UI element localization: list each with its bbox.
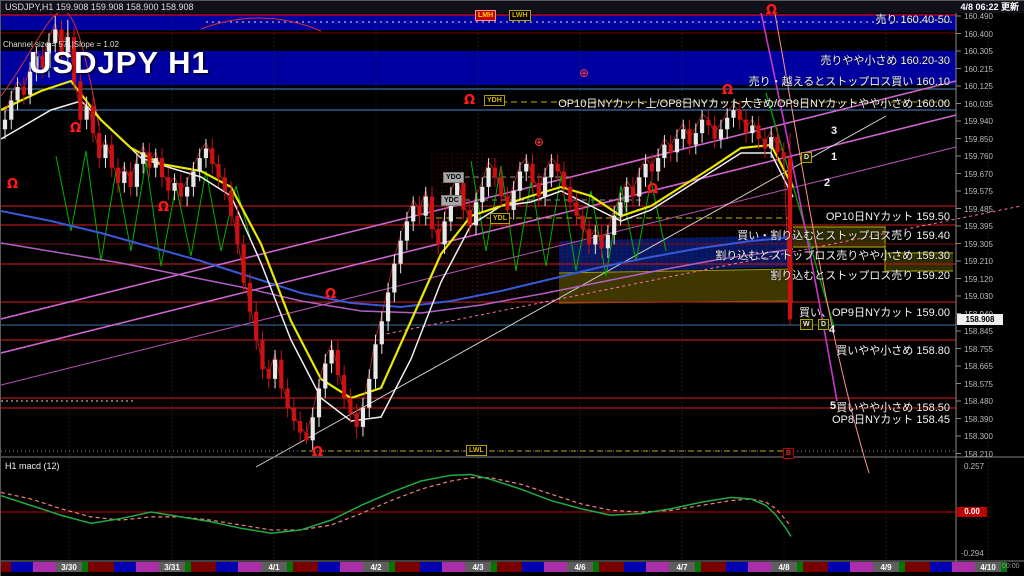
- channel-line-number: 5: [830, 400, 837, 412]
- macd-pane: [1, 450, 1024, 562]
- order-annotation: OP10日NYカット上/OP8日NYカット大きめ/OP9日NYカットやや小さめ …: [558, 98, 950, 110]
- timeline-date-label: 4/9: [880, 563, 892, 572]
- order-annotation: 売りやや小さめ 160.20-30: [820, 55, 950, 67]
- sell-zone-bands: [1, 14, 956, 85]
- order-annotation: 割り込むとストップロス売りやや小さめ 159.30: [715, 250, 950, 262]
- price-axis-label: 160.215: [964, 64, 993, 74]
- order-annotation: 割り込むとストップロス売り 159.20: [770, 270, 950, 282]
- omega-marker-icon: Ω: [158, 200, 170, 215]
- macd-max-value: 0.257: [964, 462, 985, 471]
- channel-info-label: Channel size = 571|Slope = 1.02: [3, 40, 119, 49]
- chart-label-ydl: YDL: [490, 213, 510, 224]
- timeline-date-label: 4/1: [268, 563, 280, 572]
- omega-marker-icon: Ω: [325, 287, 337, 302]
- current-price-box: 158.908: [957, 314, 1003, 325]
- order-annotation: 買いやや小さめ 158.50: [836, 402, 950, 414]
- omega-marker-icon: Ω: [766, 3, 778, 18]
- price-axis-label: 159.120: [964, 274, 993, 284]
- price-axis-label: 159.030: [964, 292, 993, 301]
- price-axis-label: 159.760: [964, 152, 993, 161]
- macd-zero-box: 0.00: [957, 507, 987, 517]
- last-time-label: 00:00: [1002, 563, 1020, 570]
- symbol-watermark: USDJPY H1: [29, 45, 210, 80]
- order-annotation: 買い・割り込むとストップロス売り 159.40: [737, 230, 950, 242]
- timeline-bar: [1, 562, 1007, 572]
- chart-label-b: B: [783, 448, 795, 459]
- timeline-date-label: 4/8: [778, 563, 790, 572]
- price-axis-label: 159.485: [964, 204, 993, 214]
- price-axis-label: 160.035: [964, 99, 993, 109]
- chart-label-ydc: YDC: [441, 195, 462, 206]
- axis-frame: [955, 13, 961, 572]
- price-axis-label: 158.665: [964, 362, 993, 371]
- omega-marker-icon: Ω: [722, 83, 734, 98]
- timeline-date-label: 3/31: [164, 563, 180, 572]
- omega-marker-icon: Ω: [7, 177, 19, 192]
- price-axis-label: 160.125: [964, 82, 993, 91]
- order-annotation: 売り・越えるとストップロス買い 160.10: [748, 76, 950, 88]
- price-axis-label: 158.845: [964, 327, 993, 336]
- chart-label-lwh: LWH: [509, 10, 531, 21]
- omega-marker-icon: Ω: [70, 121, 82, 136]
- last-update-time: 4/8 06:22 更新: [960, 2, 1019, 12]
- chart-label-d: D: [801, 152, 813, 163]
- price-axis-label: 159.395: [964, 222, 993, 231]
- chart-label-d: D: [818, 319, 830, 330]
- price-axis-label: 160.400: [964, 29, 993, 39]
- chart-label-lmh: LMH: [475, 10, 497, 21]
- price-axis-label: 160.490: [964, 12, 993, 21]
- omega-marker-icon: Ω: [647, 182, 659, 197]
- chart-label-ydh: YDH: [484, 95, 505, 106]
- omega-marker-icon: Ω: [464, 93, 476, 108]
- price-axis-label: 160.305: [964, 47, 993, 56]
- order-annotation: 買い、OP9日NYカット 159.00: [799, 307, 950, 319]
- macd-indicator-label: H1 macd (12): [5, 461, 60, 471]
- timeline-date-label: 4/3: [472, 563, 484, 572]
- price-axis-label: 159.670: [964, 169, 993, 179]
- zigzag-overlays: [55, 150, 667, 277]
- macd-min-value: -0.294: [961, 549, 984, 558]
- timeline-date-label: 4/10: [980, 563, 996, 572]
- price-axis-label: 158.390: [964, 414, 993, 424]
- price-axis-label: 158.210: [964, 449, 993, 459]
- chart-label-lwl: LWL: [466, 445, 487, 456]
- channel-line-number: 4: [829, 324, 836, 336]
- timeline-date-label: 4/2: [370, 563, 382, 572]
- price-axis-label: 158.300: [964, 432, 993, 441]
- order-annotation: OP10日NYカット 159.50: [825, 211, 950, 223]
- timeline-date-label: 4/6: [574, 563, 586, 572]
- price-axis-label: 158.480: [964, 397, 993, 406]
- price-axis-label: 159.940: [964, 117, 993, 126]
- chart-label-ydo: YDO: [443, 172, 465, 183]
- omega-marker-icon: Ω: [312, 445, 324, 460]
- price-axis-label: 159.305: [964, 239, 993, 249]
- order-annotation: 買いやや小さめ 158.80: [836, 345, 950, 357]
- price-axis-label: 159.210: [964, 257, 993, 266]
- circled-plus-marker-icon: ⊕: [579, 66, 590, 80]
- price-axis-label: 159.575: [964, 187, 993, 196]
- price-axis-label: 159.850: [964, 134, 993, 144]
- channel-line-number: 1: [831, 151, 838, 163]
- channel-line-number: 2: [824, 177, 831, 189]
- symbol-ohlc-readout: USDJPY,H1 159.908 159.908 158.900 158.90…: [5, 2, 194, 12]
- circled-plus-marker-icon: ⊕: [534, 135, 545, 149]
- timeline-date-label: 4/7: [676, 563, 688, 572]
- order-annotation: 売り 160.40-50: [875, 14, 950, 26]
- price-axis-label: 158.575: [964, 379, 993, 389]
- order-annotation: OP8日NYカット 158.45: [832, 414, 950, 426]
- chart-label-w: W: [800, 319, 813, 330]
- timeline-date-label: 3/30: [61, 563, 77, 572]
- price-axis-label: 158.755: [964, 344, 993, 354]
- channel-line-number: 3: [831, 125, 838, 137]
- title-bar: USDJPY,H1 159.908 159.908 158.900 158.90…: [1, 1, 1024, 13]
